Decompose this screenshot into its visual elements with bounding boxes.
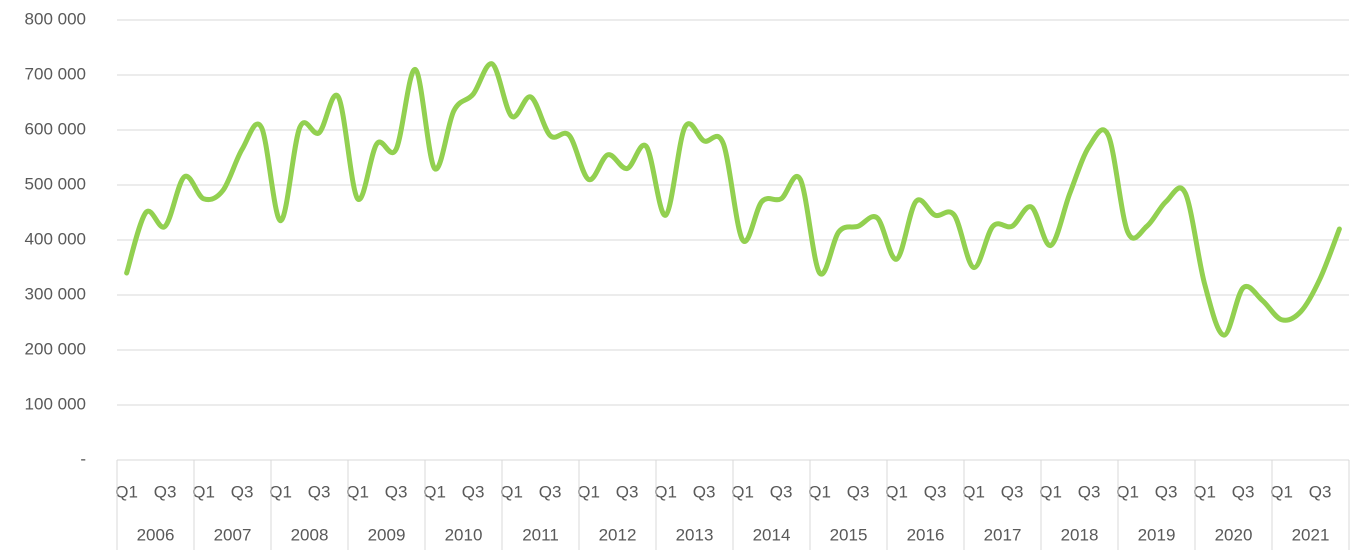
year-label: 2015 (830, 525, 868, 544)
x-tick-label: Q1 (115, 482, 138, 501)
x-tick-label: Q1 (1116, 482, 1139, 501)
year-label: 2020 (1215, 525, 1253, 544)
x-tick-label: Q1 (192, 482, 215, 501)
x-tick-label: Q3 (1309, 482, 1332, 501)
x-tick-label: Q3 (385, 482, 408, 501)
x-tick-label: Q3 (1078, 482, 1101, 501)
x-tick-label: Q1 (1193, 482, 1216, 501)
x-tick-label: Q3 (924, 482, 947, 501)
x-tick-label: Q3 (1001, 482, 1024, 501)
year-label: 2010 (445, 525, 483, 544)
x-tick-label: Q1 (577, 482, 600, 501)
y-tick-label: 400 000 (25, 229, 86, 248)
year-label: 2021 (1292, 525, 1330, 544)
year-label: 2008 (291, 525, 329, 544)
x-tick-label: Q3 (616, 482, 639, 501)
y-tick-label: - (80, 449, 86, 468)
y-tick-label: 700 000 (25, 64, 86, 83)
x-tick-label: Q3 (693, 482, 716, 501)
x-tick-label: Q3 (770, 482, 793, 501)
x-tick-label: Q3 (231, 482, 254, 501)
year-label: 2016 (907, 525, 945, 544)
year-label: 2014 (753, 525, 791, 544)
y-tick-label: 200 000 (25, 339, 86, 358)
x-tick-label: Q1 (885, 482, 908, 501)
x-tick-label: Q1 (808, 482, 831, 501)
year-label: 2011 (522, 525, 559, 544)
x-tick-label: Q1 (1270, 482, 1293, 501)
y-tick-label: 100 000 (25, 394, 86, 413)
y-tick-label: 600 000 (25, 119, 86, 138)
data-line (124, 61, 1342, 338)
x-tick-label: Q3 (1232, 482, 1255, 501)
x-tick-label: Q1 (1039, 482, 1062, 501)
x-tick-label: Q1 (654, 482, 677, 501)
x-tick-label: Q1 (500, 482, 523, 501)
year-label: 2019 (1138, 525, 1176, 544)
y-tick-label: 800 000 (25, 9, 86, 28)
year-label: 2012 (599, 525, 637, 544)
x-tick-label: Q1 (731, 482, 754, 501)
year-label: 2013 (676, 525, 714, 544)
x-tick-label: Q1 (346, 482, 369, 501)
x-tick-label: Q3 (154, 482, 177, 501)
x-tick-label: Q3 (462, 482, 485, 501)
x-tick-label: Q3 (1155, 482, 1178, 501)
x-tick-label: Q1 (962, 482, 985, 501)
year-label: 2018 (1061, 525, 1099, 544)
year-label: 2009 (368, 525, 406, 544)
x-tick-label: Q3 (539, 482, 562, 501)
x-tick-label: Q1 (269, 482, 292, 501)
year-label: 2017 (984, 525, 1022, 544)
y-tick-label: 300 000 (25, 284, 86, 303)
x-tick-label: Q3 (847, 482, 870, 501)
x-tick-label: Q1 (423, 482, 446, 501)
year-label: 2006 (137, 525, 175, 544)
year-label: 2007 (214, 525, 252, 544)
y-tick-label: 500 000 (25, 174, 86, 193)
x-tick-label: Q3 (308, 482, 331, 501)
